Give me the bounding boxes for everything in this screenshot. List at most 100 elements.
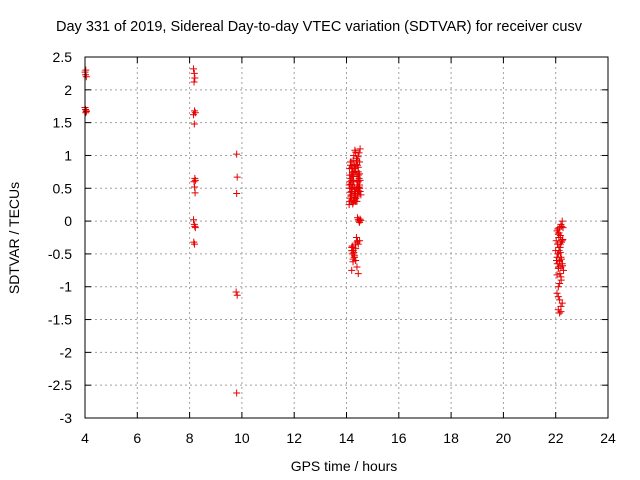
data-point <box>345 201 353 209</box>
plot-frame <box>84 56 609 419</box>
data-point <box>354 171 362 179</box>
data-point <box>554 264 562 272</box>
data-point <box>353 263 361 271</box>
data-point <box>191 183 199 191</box>
data-point <box>356 215 364 223</box>
y-axis-label: SDTVAR / TECUs <box>6 182 22 294</box>
data-point <box>82 73 90 81</box>
data-point <box>350 253 358 261</box>
data-point <box>355 149 363 157</box>
data-point <box>190 69 198 77</box>
y-tick-label: 1 <box>64 147 72 163</box>
x-axis-label: GPS time / hours <box>291 458 398 474</box>
data-point <box>347 192 355 200</box>
data-point <box>357 216 365 224</box>
data-point <box>349 247 357 255</box>
data-point <box>553 289 561 297</box>
data-point <box>555 243 563 251</box>
data-point <box>557 255 565 263</box>
data-point <box>552 256 560 264</box>
data-point <box>558 217 566 225</box>
x-tick-label: 18 <box>443 430 459 446</box>
data-point <box>346 188 354 196</box>
data-point <box>560 266 568 274</box>
data-point <box>356 145 364 153</box>
data-point <box>190 78 198 86</box>
data-point <box>558 222 566 230</box>
data-point <box>346 171 354 179</box>
data-point <box>191 240 199 248</box>
data-point <box>351 146 359 154</box>
data-point <box>347 184 355 192</box>
x-tick-label: 10 <box>234 430 250 446</box>
data-point <box>354 163 362 171</box>
data-point <box>348 165 356 173</box>
y-tick-label: -1.5 <box>48 312 72 328</box>
data-point <box>233 173 241 181</box>
data-point <box>354 270 362 278</box>
x-tick-label: 16 <box>391 430 407 446</box>
data-point <box>233 150 241 158</box>
data-point <box>556 232 564 240</box>
data-point <box>232 288 240 296</box>
data-point <box>356 170 364 178</box>
y-tick-label: 2 <box>64 82 72 98</box>
data-point <box>355 183 363 191</box>
data-point <box>190 216 198 224</box>
data-point <box>559 235 567 243</box>
data-point <box>191 224 199 232</box>
data-point <box>233 291 241 299</box>
x-tick-label: 24 <box>600 430 616 446</box>
data-point <box>350 151 358 159</box>
data-point <box>556 270 564 278</box>
y-tick-label: 0.5 <box>53 180 73 196</box>
y-tick-label: 0 <box>64 213 72 229</box>
chart-title: Day 331 of 2019, Sidereal Day-to-day VTE… <box>56 19 583 35</box>
data-point <box>190 65 198 73</box>
data-point <box>558 299 566 307</box>
data-point <box>346 158 354 166</box>
data-point <box>553 271 561 279</box>
data-point <box>82 109 90 117</box>
x-tick-label: 4 <box>81 430 89 446</box>
data-point <box>356 158 364 166</box>
data-points <box>81 65 568 397</box>
data-point <box>349 199 357 207</box>
x-tick-label: 8 <box>186 430 194 446</box>
data-point <box>558 262 566 270</box>
data-point <box>349 181 357 189</box>
y-tick-label: -0.5 <box>48 246 72 262</box>
x-tick-label: 20 <box>496 430 512 446</box>
y-tick-label: 1.5 <box>53 115 73 131</box>
data-point <box>556 309 564 317</box>
x-tick-label: 14 <box>339 430 355 446</box>
data-point <box>349 258 357 266</box>
x-tick-label: 22 <box>548 430 564 446</box>
data-point <box>352 234 360 241</box>
data-point <box>354 153 362 161</box>
y-tick-label: -2.5 <box>48 377 72 393</box>
x-tick-label: 6 <box>133 430 141 446</box>
data-point <box>559 224 567 232</box>
data-point <box>191 74 199 82</box>
data-point <box>233 389 241 397</box>
data-point <box>554 293 562 301</box>
y-tick-label: -2 <box>60 344 73 360</box>
data-point <box>348 266 356 274</box>
y-tick-labels: 2.5 2 1.5 1 0.5 0 -0.5 -1 -1.5 -2 -2.5 -3 <box>48 49 72 426</box>
data-point <box>352 190 360 198</box>
data-point <box>82 66 90 74</box>
data-point <box>556 279 564 287</box>
data-point <box>353 176 361 184</box>
y-tick-label: -3 <box>60 410 73 426</box>
data-point <box>350 169 358 177</box>
data-point <box>190 120 198 128</box>
data-point <box>191 176 199 184</box>
data-point <box>82 107 90 115</box>
data-point <box>558 237 566 245</box>
x-tick-label: 12 <box>286 430 302 446</box>
data-point <box>556 249 564 257</box>
data-point <box>190 178 198 186</box>
data-point <box>557 308 565 316</box>
